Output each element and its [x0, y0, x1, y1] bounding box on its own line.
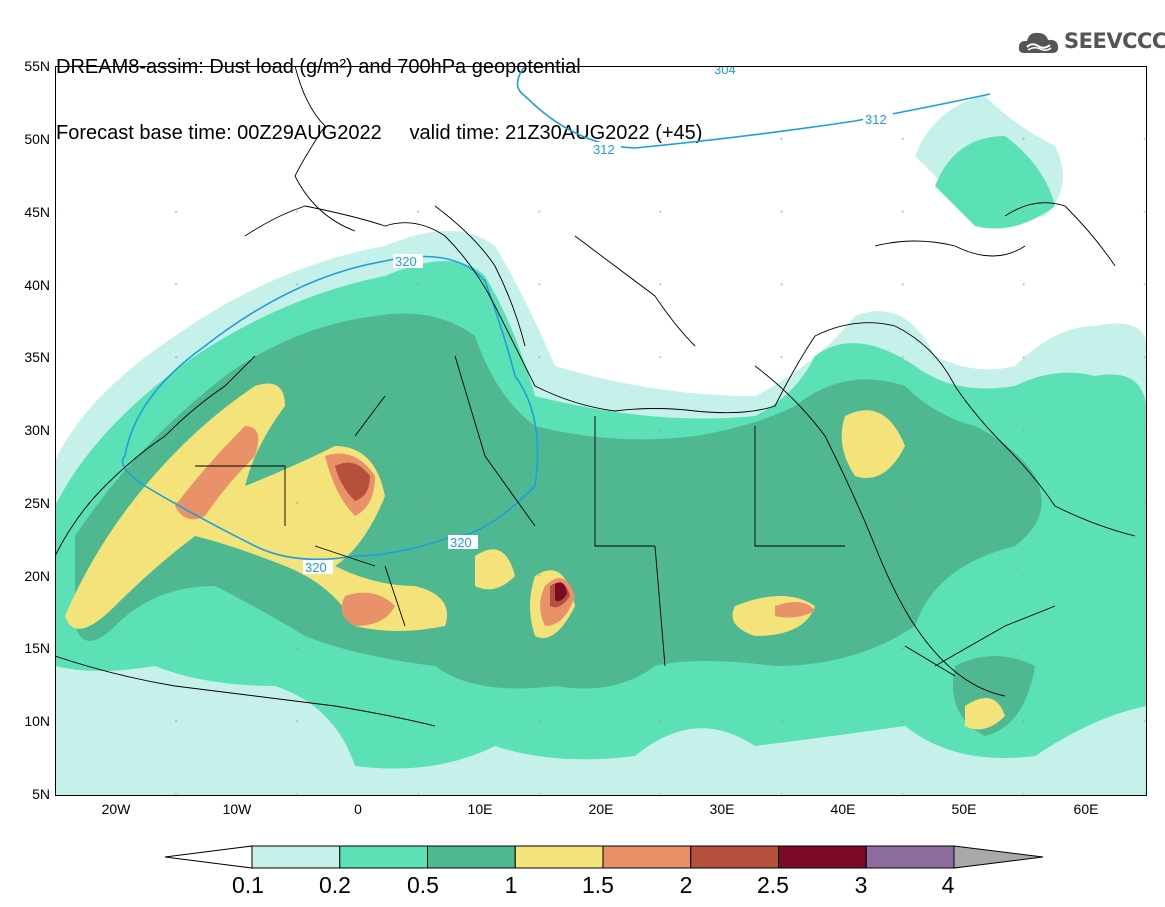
dust-map: 320 320 320 312 312 304 — [55, 66, 1147, 796]
legend-label: 1 — [504, 872, 518, 898]
legend-label: 4 — [941, 872, 955, 898]
color-legend-bar — [164, 845, 1044, 869]
legend-swatch — [690, 845, 779, 869]
contour-label-320-east: 320 — [450, 535, 472, 550]
legend-label: 1.5 — [582, 872, 614, 898]
lat-label: 50N — [24, 131, 50, 147]
legend-swatch — [251, 845, 341, 869]
lat-label: 20N — [24, 568, 50, 584]
legend-over-triangle — [953, 845, 1044, 869]
legend-label: 2.5 — [757, 872, 789, 898]
legend-swatch — [602, 845, 692, 869]
lon-label: 0 — [354, 801, 362, 817]
lat-label: 25N — [24, 495, 50, 511]
lat-label: 15N — [24, 640, 50, 656]
contour-label-304: 304 — [714, 66, 736, 77]
contour-label-320-south: 320 — [305, 560, 327, 575]
contour-label-312-east: 312 — [865, 112, 887, 127]
legend-swatch — [778, 845, 867, 869]
legend-swatch — [427, 845, 516, 869]
lon-label: 20W — [101, 801, 131, 817]
lat-label: 30N — [24, 422, 50, 438]
lat-label: 55N — [24, 58, 50, 74]
lat-label: 45N — [24, 204, 50, 220]
lon-label: 50E — [951, 801, 977, 817]
logo-text: SEEVCCC — [1064, 29, 1165, 53]
legend-label: 0.1 — [232, 872, 264, 898]
legend-label: 2 — [679, 872, 693, 898]
lon-label: 40E — [830, 801, 856, 817]
legend-label: 3 — [854, 872, 868, 898]
contour-label-312-west: 312 — [593, 142, 615, 157]
legend-swatch — [514, 845, 604, 869]
cloud-logo-icon — [1018, 32, 1059, 53]
legend-label: 0.2 — [319, 872, 351, 898]
legend-swatch — [339, 845, 428, 869]
lat-label: 35N — [24, 349, 50, 365]
lon-label: 30E — [709, 801, 735, 817]
lat-label: 10N — [24, 713, 50, 729]
contour-label-320-north: 320 — [395, 254, 417, 269]
contour-labels: 320 320 320 312 312 304 — [303, 66, 893, 575]
lon-label: 10W — [222, 801, 252, 817]
lon-label: 60E — [1073, 801, 1099, 817]
lon-label: 10E — [467, 801, 493, 817]
seevccc-logo: SEEVCCC — [1018, 27, 1165, 57]
color-legend — [164, 845, 1044, 869]
legend-label: 0.5 — [407, 872, 439, 898]
lat-label: 5N — [32, 786, 50, 802]
legend-under-triangle — [164, 845, 253, 869]
lon-label: 20E — [588, 801, 614, 817]
lat-label: 40N — [24, 277, 50, 293]
legend-swatch — [865, 845, 955, 869]
